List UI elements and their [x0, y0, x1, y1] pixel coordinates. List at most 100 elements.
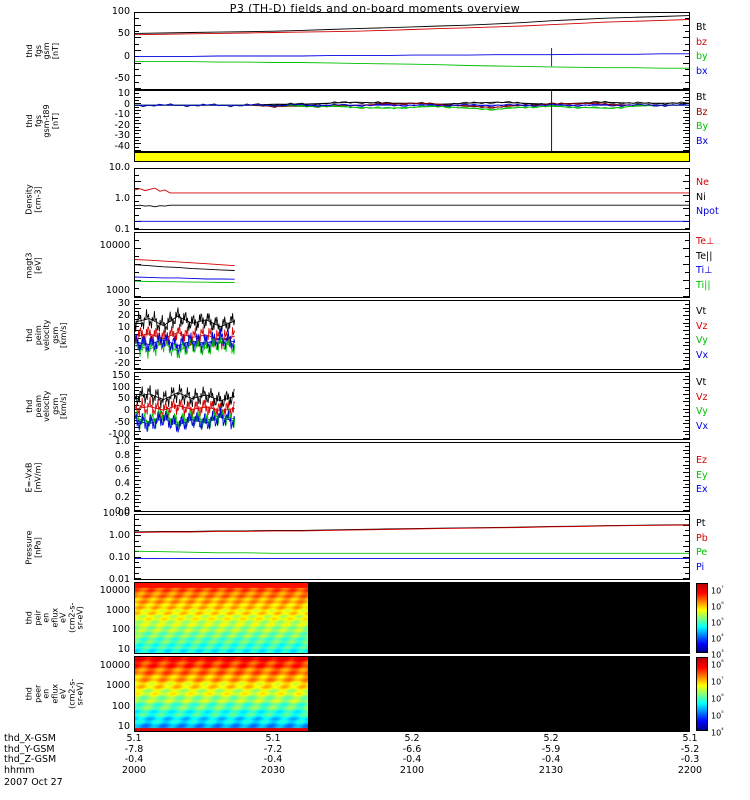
ytick-efield: 0.8	[114, 450, 130, 461]
ytick-efield: 0.6	[114, 464, 130, 475]
bottom-row-label: thd_Y-GSM	[4, 743, 55, 755]
ytick-peim-velocity: 10	[117, 321, 130, 333]
legend-peam-velocity-Vy: Vy	[696, 406, 708, 417]
ytick-fgs-gsm-t89: 0	[123, 98, 130, 110]
ytick-peir-eflux: 100	[111, 624, 130, 636]
bottom-axis-value: 5.1	[682, 733, 698, 744]
colorbar-tick-peer-eflux: 10⁴	[711, 727, 724, 738]
bottom-axis-value: 2200	[677, 764, 703, 776]
ytick-peim-velocity: 0	[123, 333, 130, 345]
ytick-efield: 0.2	[114, 492, 130, 503]
legend-fgs-gsm-bx: bx	[696, 65, 708, 77]
bottom-axis-value: -0.4	[541, 754, 561, 765]
ytick-fgs-gsm-t89: -20	[114, 119, 130, 131]
traces-fgs-gsm-t89	[135, 91, 689, 151]
legend-pressure-Pi: Pi	[696, 561, 705, 573]
legend-magt3-Te: Te⊥	[696, 236, 715, 247]
ytick-peim-velocity: 20	[117, 309, 130, 321]
bottom-axis-value: 5.1	[265, 733, 281, 744]
ytick-fgs-gsm: -50	[114, 72, 130, 84]
ytick-pressure: 0.01	[108, 574, 130, 585]
legend-fgs-gsm-bz: bz	[696, 36, 708, 48]
colorbar-tick-peir-eflux: 10⁷	[711, 585, 724, 596]
legend-fgs-gsm-by: by	[696, 51, 708, 62]
legend-peim-velocity-Vy: Vy	[696, 335, 708, 346]
colorbar-peir-eflux	[696, 583, 708, 653]
bottom-axis-value: -5.9	[541, 743, 561, 755]
colorbar-tick-peir-eflux: 10³	[711, 649, 724, 660]
traces-peim-velocity	[135, 307, 236, 359]
ytick-efield: 0.0	[114, 506, 130, 517]
bottom-axis-value: 5.1	[126, 733, 142, 744]
legend-efield-Ex: Ex	[696, 484, 708, 496]
legend-pressure-Pe: Pe	[696, 547, 708, 558]
panel-fgs-gsm	[134, 12, 690, 90]
traces-magt3	[135, 259, 235, 284]
ytick-peam-velocity: 100	[111, 381, 130, 393]
legend-pressure-Pt: Pt	[696, 518, 706, 529]
colorbar-tick-peir-eflux: 10⁴	[711, 633, 724, 644]
bottom-axis-value: 2030	[260, 764, 286, 776]
ytick-peim-velocity: -10	[114, 345, 130, 357]
colorbar-tick-peer-eflux: 10⁸	[711, 659, 724, 670]
ytick-peir-eflux: 10000	[99, 585, 130, 597]
bottom-row-label: thd_X-GSM	[4, 733, 56, 744]
traces-density	[135, 187, 689, 222]
bottom-axis-value: -0.4	[263, 754, 283, 765]
ytick-peer-eflux: 10000	[99, 659, 130, 671]
bottom-axis-value: -6.6	[402, 743, 422, 755]
ytick-pressure: 1.00	[108, 530, 130, 541]
bottom-axis-value: -0.4	[124, 754, 144, 765]
ytick-pressure: 0.10	[108, 552, 130, 563]
colorbar-tick-peer-eflux: 10⁶	[711, 693, 724, 704]
legend-peim-velocity-Vz: Vz	[696, 320, 708, 332]
ytick-magt3: 1000	[105, 284, 130, 296]
legend-fgs-gsm-t89-Bt: Bt	[696, 92, 707, 103]
ytick-peam-velocity: 150	[111, 369, 130, 381]
ytick-fgs-gsm-t89: -40	[114, 140, 130, 152]
ytick-peam-velocity: -100	[108, 429, 130, 441]
bottom-axis-value: 2000	[121, 764, 147, 776]
ytick-density: 10.0	[108, 162, 130, 173]
legend-magt3-Ti: Ti||	[696, 279, 711, 291]
legend-peam-velocity-Vx: Vx	[696, 420, 709, 432]
panel-density	[134, 168, 690, 230]
date-label: 2007 Oct 27	[4, 777, 63, 788]
ytick-peir-eflux: 1000	[105, 604, 130, 616]
ytick-efield: 0.4	[114, 478, 130, 489]
legend-density-Npot: Npot	[696, 206, 719, 218]
ytick-density: 1.0	[114, 193, 130, 204]
ytick-fgs-gsm-t89: 10	[117, 88, 130, 100]
ytick-peer-eflux: 10	[117, 721, 130, 733]
legend-peam-velocity-Vt: Vt	[696, 377, 707, 388]
legend-density-Ne: Ne	[696, 177, 709, 189]
bottom-axis-value: -0.3	[680, 754, 700, 765]
legend-peam-velocity-Vz: Vz	[696, 391, 708, 403]
bottom-axis-value: 2130	[538, 764, 564, 776]
ytick-fgs-gsm-t89: -10	[114, 109, 130, 121]
panel-peam-velocity	[134, 372, 690, 440]
bottom-axis-value: -0.4	[402, 754, 422, 765]
legend-efield-Ez: Ez	[696, 455, 707, 467]
legend-peim-velocity-Vt: Vt	[696, 306, 707, 317]
legend-magt3-Te: Te||	[696, 250, 713, 262]
ytick-efield: 1.0	[114, 436, 130, 447]
ytick-peim-velocity: -20	[114, 357, 130, 369]
ytick-magt3: 10000	[99, 239, 130, 251]
legend-magt3-Ti: Ti⊥	[696, 265, 713, 276]
ytick-fgs-gsm-t89: -30	[114, 130, 130, 142]
legend-fgs-gsm-Bt: Bt	[696, 22, 707, 33]
legend-density-Ni: Ni	[696, 191, 706, 203]
colorbar-tick-peer-eflux: 10⁵	[711, 710, 724, 721]
traces-fgs-gsm	[135, 15, 689, 69]
panel-fgs-gsm-t89	[134, 90, 690, 152]
bottom-axis-value: -7.8	[124, 743, 144, 755]
ytick-peer-eflux: 1000	[105, 680, 130, 692]
traces-peam-velocity	[135, 384, 236, 433]
bottom-row-label: hhmm	[4, 764, 35, 776]
legend-fgs-gsm-t89-Bx: Bx	[696, 135, 709, 147]
ytick-fgs-gsm: 50	[117, 28, 130, 40]
traces-pressure	[135, 524, 689, 560]
spectrogram-peer-eflux	[135, 657, 308, 731]
colorbar-peer-eflux	[696, 657, 708, 731]
